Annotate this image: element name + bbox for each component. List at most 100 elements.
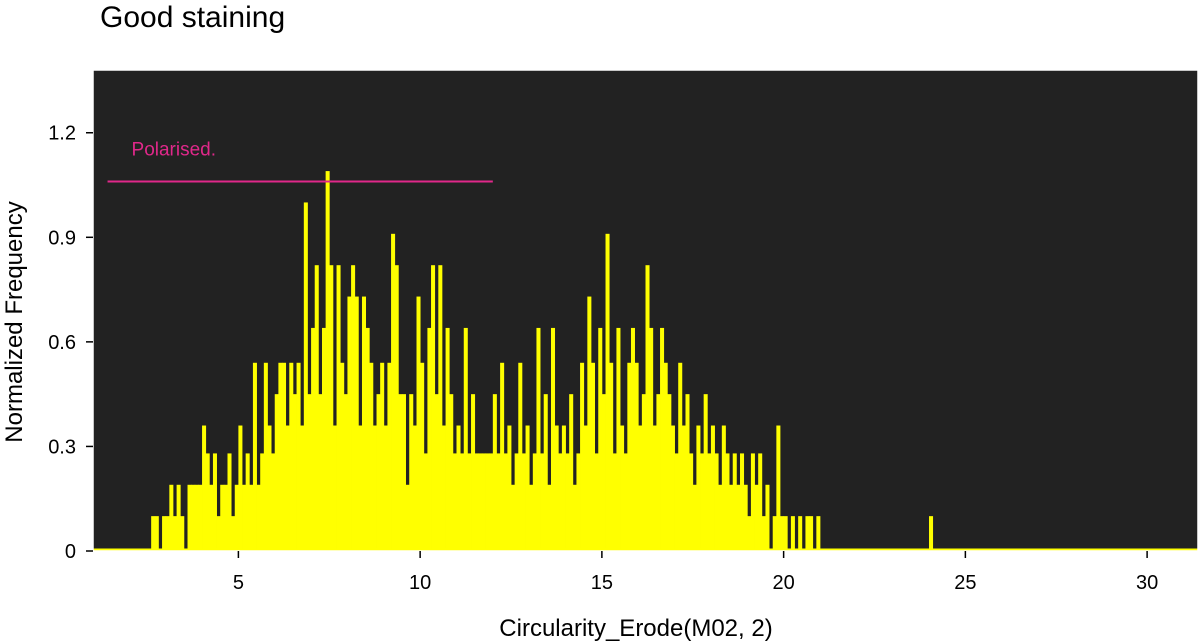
histogram-bar — [492, 394, 497, 551]
histogram-bar — [543, 394, 548, 551]
histogram-bar — [652, 425, 657, 551]
histogram-bar — [620, 425, 625, 551]
histogram-bar — [590, 362, 596, 551]
histogram-bar — [532, 453, 537, 551]
histogram-bar — [252, 362, 257, 551]
histogram-bar — [209, 484, 214, 551]
histogram-bar — [391, 233, 396, 551]
y-tick-label: 0.3 — [48, 436, 76, 458]
y-tick-label: 0.6 — [48, 332, 76, 354]
histogram-bar — [525, 425, 530, 551]
histogram-bar — [736, 484, 741, 551]
histogram-bar — [365, 327, 370, 551]
histogram-bar — [463, 327, 468, 551]
histogram-bar — [347, 296, 352, 551]
histogram-bar — [529, 484, 534, 551]
histogram-bar — [550, 327, 556, 551]
histogram-bar — [285, 425, 290, 551]
histogram-bar — [358, 425, 363, 551]
histogram-bar — [481, 453, 486, 551]
histogram-bar — [187, 484, 192, 551]
histogram-bar — [449, 394, 454, 551]
histogram-bar — [689, 453, 694, 551]
histogram-bar — [743, 484, 748, 551]
histogram-bar — [427, 327, 432, 551]
histogram-bar — [754, 484, 759, 551]
histogram-bar — [496, 453, 501, 551]
histogram-bar — [300, 425, 305, 551]
histogram-bar — [718, 484, 723, 551]
histogram-bar — [623, 453, 628, 551]
histogram-bar — [354, 296, 359, 551]
histogram-bar — [445, 327, 450, 551]
histogram-bar — [714, 453, 719, 551]
histogram-bar — [154, 516, 159, 551]
histogram-bar — [616, 327, 621, 551]
histogram-bar — [460, 453, 465, 551]
histogram-bar — [412, 425, 417, 551]
histogram-bar — [594, 453, 599, 551]
histogram-bar — [601, 394, 606, 551]
histogram-bar — [809, 516, 814, 551]
x-tick-label: 30 — [1136, 572, 1158, 594]
histogram-bars — [151, 171, 934, 551]
histogram-bar — [547, 484, 552, 551]
histogram-bar — [790, 516, 795, 551]
histogram-bar — [292, 394, 297, 551]
histogram-bar — [329, 265, 334, 551]
histogram-bar — [565, 453, 570, 551]
histogram-bar — [663, 362, 668, 551]
histogram-bar — [263, 362, 268, 551]
histogram-bar — [401, 394, 406, 551]
histogram-bar — [678, 362, 683, 551]
x-tick-label: 25 — [954, 572, 976, 594]
x-tick-label: 10 — [409, 572, 431, 594]
histogram-bar — [380, 362, 385, 551]
histogram-bar — [710, 425, 715, 551]
histogram-bar — [485, 453, 490, 551]
histogram-bar — [351, 265, 356, 551]
histogram-bar — [383, 425, 388, 551]
histogram-bar — [521, 453, 526, 551]
histogram-bar — [474, 453, 479, 551]
x-axis: 5 10 15 20 25 30 — [233, 551, 1158, 594]
histogram-bar — [467, 453, 472, 551]
plot-frame — [92, 69, 1199, 552]
histogram-bar — [245, 453, 250, 551]
histogram-bar — [681, 425, 686, 551]
histogram-bar — [452, 453, 457, 551]
histogram-bar — [598, 327, 603, 551]
histogram-bar — [289, 362, 294, 551]
histogram-bar — [747, 516, 752, 551]
histogram-bar — [558, 453, 563, 551]
histogram-bar — [191, 484, 196, 551]
histogram-bar — [725, 453, 730, 551]
histogram-bar — [180, 516, 185, 551]
histogram-bar — [609, 362, 614, 551]
histogram-bar — [783, 516, 788, 551]
x-tick-label: 15 — [591, 572, 613, 594]
histogram-bar — [772, 516, 777, 551]
histogram-bar — [630, 327, 635, 551]
histogram-bar — [409, 394, 414, 551]
histogram-bar — [645, 265, 650, 551]
histogram-bar — [212, 453, 217, 551]
histogram-bar — [507, 425, 512, 551]
histogram-bar — [227, 453, 232, 551]
histogram-bar — [322, 327, 327, 551]
histogram-bar — [307, 394, 312, 551]
histogram-bar — [649, 327, 654, 551]
histogram-bar — [700, 453, 705, 551]
histogram-bar — [176, 484, 181, 551]
gate-label: Polarised. — [132, 140, 217, 161]
histogram-bar — [536, 327, 541, 551]
histogram-bar — [641, 394, 646, 551]
x-tick-label: 20 — [773, 572, 795, 594]
histogram-bar — [489, 453, 494, 551]
x-tick-label: 5 — [233, 572, 244, 594]
histogram-bar — [340, 362, 345, 551]
histogram-bar — [165, 516, 170, 551]
histogram-bar — [569, 394, 574, 551]
histogram-bar — [471, 394, 476, 551]
